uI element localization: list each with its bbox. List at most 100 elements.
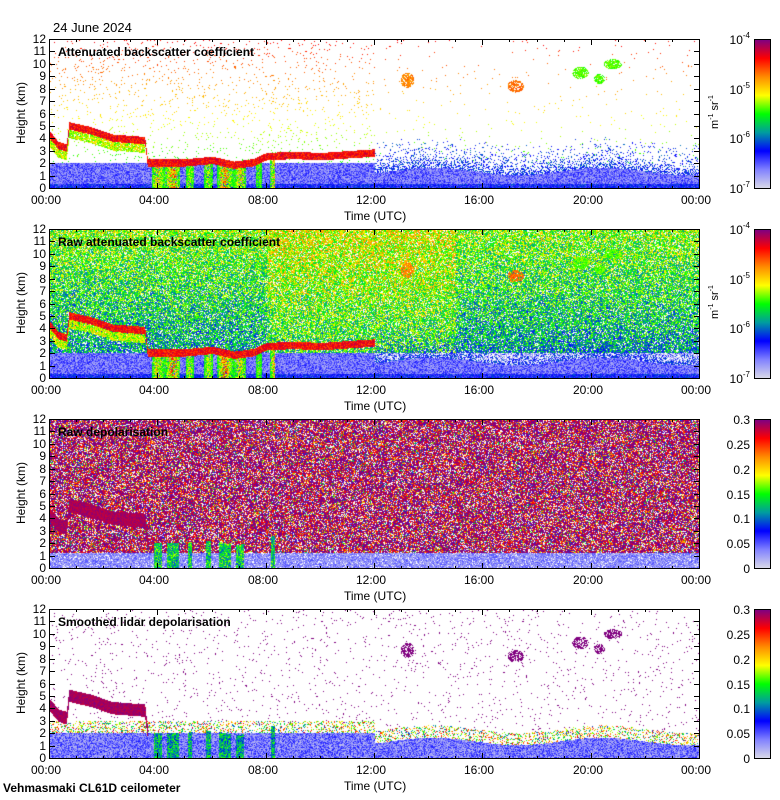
y-axis-label: Height (km) bbox=[14, 81, 29, 145]
plot-area: Raw depolarisation bbox=[49, 419, 700, 569]
y-tick bbox=[49, 366, 55, 367]
colorbar-tick-label: 0.3 bbox=[710, 603, 750, 617]
y-tick bbox=[49, 469, 55, 470]
x-tick bbox=[184, 566, 185, 569]
colorbar-tick-label: 0 bbox=[710, 562, 750, 576]
tick-base: 0.2 bbox=[733, 653, 750, 667]
x-tick-top bbox=[401, 419, 402, 422]
tick-exponent: -7 bbox=[742, 180, 750, 189]
y-tick-label: 3 bbox=[39, 524, 46, 538]
x-tick bbox=[455, 376, 456, 379]
x-tick-top bbox=[130, 229, 131, 232]
x-tick-top bbox=[564, 609, 565, 612]
y-tick bbox=[49, 341, 55, 342]
y-tick bbox=[49, 733, 55, 734]
x-tick bbox=[76, 756, 77, 759]
x-tick bbox=[103, 566, 104, 569]
x-tick-label: 00:00 bbox=[31, 383, 62, 397]
x-tick bbox=[320, 756, 321, 759]
y-tick-label: 12 bbox=[32, 222, 46, 236]
x-tick-label: 12:00 bbox=[356, 383, 387, 397]
y-tick bbox=[694, 279, 700, 280]
y-tick bbox=[49, 431, 55, 432]
x-tick-top bbox=[130, 419, 131, 422]
y-tick bbox=[49, 444, 55, 445]
y-tick-label: 12 bbox=[32, 32, 46, 46]
y-tick bbox=[49, 229, 55, 230]
y-tick-label: 0 bbox=[39, 371, 46, 385]
x-tick bbox=[537, 186, 538, 189]
y-tick bbox=[694, 114, 700, 115]
x-axis-label: Time (UTC) bbox=[344, 779, 407, 793]
y-tick bbox=[49, 746, 55, 747]
x-tick-label: 00:00 bbox=[681, 383, 712, 397]
x-tick-top bbox=[239, 229, 240, 232]
x-tick bbox=[509, 756, 510, 759]
x-tick bbox=[509, 186, 510, 189]
x-tick bbox=[374, 183, 375, 189]
y-tick bbox=[49, 266, 55, 267]
y-tick bbox=[49, 51, 55, 52]
unit-part: sr bbox=[708, 291, 721, 304]
x-tick-label: 00:00 bbox=[681, 573, 712, 587]
y-tick-label: 7 bbox=[39, 284, 46, 298]
x-tick bbox=[618, 566, 619, 569]
x-tick-top bbox=[293, 39, 294, 42]
x-tick-top bbox=[509, 39, 510, 42]
unit-part: -1 bbox=[707, 113, 715, 120]
y-tick bbox=[694, 378, 700, 379]
x-tick bbox=[455, 186, 456, 189]
x-tick bbox=[591, 753, 592, 759]
x-tick bbox=[509, 376, 510, 379]
x-tick bbox=[564, 566, 565, 569]
heatmap-canvas bbox=[50, 420, 699, 568]
tick-exponent: -4 bbox=[742, 221, 750, 230]
x-tick bbox=[672, 186, 673, 189]
tick-base: 0.05 bbox=[726, 537, 750, 551]
x-tick-label: 16:00 bbox=[464, 193, 495, 207]
colorbar-tick-label: 10-5 bbox=[710, 82, 750, 98]
y-tick bbox=[694, 556, 700, 557]
y-axis-label: Height (km) bbox=[14, 461, 29, 525]
colorbar-tick-label: 0.15 bbox=[710, 488, 750, 502]
y-tick bbox=[49, 518, 55, 519]
colorbar-tick-label: 0.05 bbox=[710, 727, 750, 741]
x-tick-top bbox=[130, 39, 131, 42]
x-tick bbox=[564, 376, 565, 379]
x-tick-top bbox=[157, 39, 158, 45]
y-axis-label: Height (km) bbox=[14, 271, 29, 335]
x-tick-top bbox=[564, 39, 565, 42]
y-tick bbox=[49, 568, 55, 569]
x-tick bbox=[266, 183, 267, 189]
y-tick-label: 10 bbox=[32, 437, 46, 451]
y-tick bbox=[49, 696, 55, 697]
y-tick-label: 2 bbox=[39, 726, 46, 740]
x-tick bbox=[537, 756, 538, 759]
x-tick-top bbox=[374, 419, 375, 425]
x-tick bbox=[699, 753, 700, 759]
y-tick-label: 6 bbox=[39, 297, 46, 311]
x-tick-top bbox=[347, 609, 348, 612]
y-tick bbox=[694, 353, 700, 354]
y-tick bbox=[694, 266, 700, 267]
x-tick bbox=[239, 566, 240, 569]
x-tick-top bbox=[645, 39, 646, 42]
y-tick bbox=[49, 151, 55, 152]
x-tick-top bbox=[103, 419, 104, 422]
x-tick-top bbox=[401, 229, 402, 232]
x-tick bbox=[618, 376, 619, 379]
y-tick bbox=[49, 481, 55, 482]
x-tick bbox=[347, 186, 348, 189]
colorbar-tick-label: 0.15 bbox=[710, 678, 750, 692]
tick-exponent: -4 bbox=[742, 31, 750, 40]
y-tick bbox=[694, 138, 700, 139]
x-tick bbox=[212, 756, 213, 759]
x-tick-label: 20:00 bbox=[573, 573, 604, 587]
x-tick bbox=[347, 376, 348, 379]
x-tick bbox=[672, 756, 673, 759]
plot-area: Attenuated backscatter coefficient bbox=[49, 39, 700, 189]
y-tick bbox=[49, 494, 55, 495]
y-tick-label: 11 bbox=[33, 234, 46, 248]
tick-base: 0.1 bbox=[733, 512, 750, 526]
x-tick bbox=[266, 373, 267, 379]
